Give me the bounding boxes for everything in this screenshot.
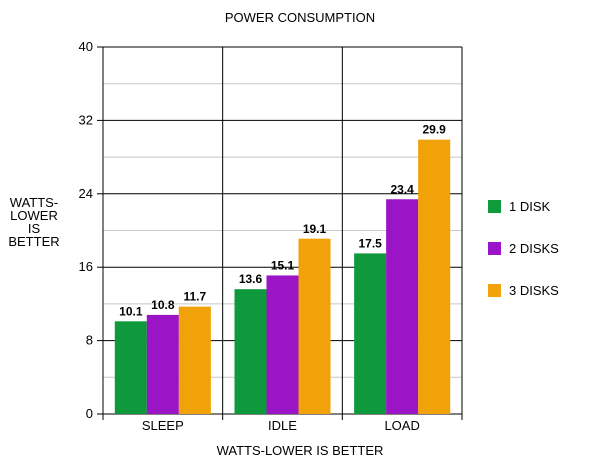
chart-title: POWER CONSUMPTION bbox=[224, 10, 376, 25]
legend-item-3-disks: 3 DISKS bbox=[488, 269, 559, 311]
data-label: 10.1 bbox=[119, 304, 143, 318]
bar bbox=[178, 306, 211, 414]
bar-tint bbox=[418, 139, 451, 415]
bar bbox=[266, 275, 299, 414]
data-label: 13.6 bbox=[239, 272, 263, 286]
legend-label: 1 DISK bbox=[509, 198, 551, 214]
data-label: 29.9 bbox=[422, 123, 446, 137]
bar-tint bbox=[386, 199, 419, 414]
y-tick-label: 40 bbox=[79, 39, 93, 54]
legend-item-1-disk: 1 DISK bbox=[488, 185, 559, 227]
legend-label: 3 DISKS bbox=[509, 282, 559, 298]
x-tick-label: IDLE bbox=[268, 418, 297, 433]
x-tick-label: SLEEP bbox=[142, 418, 184, 433]
legend-swatch bbox=[488, 283, 501, 297]
data-label: 23.4 bbox=[390, 182, 414, 196]
y-tick-label: 32 bbox=[79, 112, 93, 127]
bar-tint bbox=[298, 238, 331, 414]
y-tick-label: 8 bbox=[86, 333, 93, 348]
bar-tint bbox=[146, 314, 179, 414]
data-label: 15.1 bbox=[271, 258, 295, 272]
y-axis-label-line: IS bbox=[27, 221, 41, 236]
bar bbox=[386, 199, 419, 414]
y-axis-label-line: WATTS- bbox=[9, 195, 59, 210]
bar bbox=[234, 289, 267, 414]
bar-tint bbox=[178, 306, 211, 414]
y-tick-label: 0 bbox=[86, 406, 93, 421]
bar-tint bbox=[354, 253, 387, 414]
x-tick-label: LOAD bbox=[384, 418, 419, 433]
y-axis-label-line: BETTER bbox=[8, 234, 60, 249]
bar-tint bbox=[234, 289, 267, 414]
y-tick-label: 16 bbox=[79, 259, 93, 274]
data-label: 19.1 bbox=[303, 222, 327, 236]
y-tick-label: 24 bbox=[79, 186, 93, 201]
bar bbox=[418, 139, 451, 415]
bar bbox=[146, 314, 179, 414]
y-axis-label-line: LOWER bbox=[10, 208, 58, 223]
legend-item-2-disks: 2 DISKS bbox=[488, 227, 559, 269]
legend: 1 DISK 2 DISKS 3 DISKS bbox=[488, 185, 559, 311]
bar bbox=[354, 253, 387, 414]
legend-swatch bbox=[488, 199, 501, 213]
legend-label: 2 DISKS bbox=[509, 240, 559, 256]
x-axis-label: WATTS-LOWER IS BETTER bbox=[216, 443, 384, 458]
bar bbox=[114, 321, 147, 414]
bar-tint bbox=[114, 321, 147, 414]
data-label: 11.7 bbox=[183, 290, 206, 304]
bar-tint bbox=[266, 275, 299, 414]
legend-swatch bbox=[488, 241, 501, 255]
data-label: 10.8 bbox=[151, 298, 175, 312]
data-label: 17.5 bbox=[358, 236, 382, 250]
bar bbox=[298, 238, 331, 414]
y-axis-label: WATTS- LOWER IS BETTER bbox=[4, 196, 64, 248]
